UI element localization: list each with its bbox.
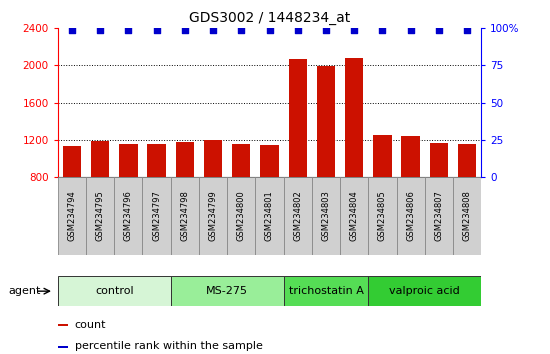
Text: agent: agent xyxy=(8,286,41,296)
Bar xyxy=(289,59,307,177)
Text: GSM234807: GSM234807 xyxy=(434,190,443,241)
Bar xyxy=(91,141,109,177)
Bar xyxy=(58,346,68,348)
FancyBboxPatch shape xyxy=(312,177,340,255)
Point xyxy=(96,27,104,33)
FancyBboxPatch shape xyxy=(284,276,368,306)
Text: GSM234798: GSM234798 xyxy=(180,190,189,241)
Bar xyxy=(204,140,222,177)
FancyBboxPatch shape xyxy=(255,177,284,255)
Text: GSM234802: GSM234802 xyxy=(293,190,303,241)
Text: GSM234801: GSM234801 xyxy=(265,190,274,241)
Point xyxy=(180,27,189,33)
FancyBboxPatch shape xyxy=(368,276,481,306)
Text: GSM234797: GSM234797 xyxy=(152,190,161,241)
Bar xyxy=(232,144,250,177)
Bar xyxy=(119,144,138,177)
Text: GSM234804: GSM234804 xyxy=(350,190,359,241)
Bar xyxy=(63,146,81,177)
FancyBboxPatch shape xyxy=(170,276,284,306)
Point xyxy=(152,27,161,33)
Text: control: control xyxy=(95,286,134,296)
Text: valproic acid: valproic acid xyxy=(389,286,460,296)
FancyBboxPatch shape xyxy=(397,177,425,255)
Text: GSM234800: GSM234800 xyxy=(236,190,246,241)
FancyBboxPatch shape xyxy=(58,276,170,306)
Point xyxy=(293,27,302,33)
FancyBboxPatch shape xyxy=(170,177,199,255)
FancyBboxPatch shape xyxy=(227,177,255,255)
Text: GSM234794: GSM234794 xyxy=(67,190,76,241)
FancyBboxPatch shape xyxy=(453,177,481,255)
Point xyxy=(350,27,359,33)
Point xyxy=(434,27,443,33)
Bar xyxy=(402,136,420,177)
Point xyxy=(322,27,331,33)
Text: trichostatin A: trichostatin A xyxy=(289,286,364,296)
Text: GSM234806: GSM234806 xyxy=(406,190,415,241)
Text: MS-275: MS-275 xyxy=(206,286,248,296)
Text: GSM234795: GSM234795 xyxy=(96,190,104,241)
Text: GSM234803: GSM234803 xyxy=(321,190,331,241)
Text: percentile rank within the sample: percentile rank within the sample xyxy=(75,341,262,351)
Point xyxy=(68,27,76,33)
FancyBboxPatch shape xyxy=(425,177,453,255)
Point xyxy=(208,27,217,33)
Text: GSM234799: GSM234799 xyxy=(208,190,218,241)
Point xyxy=(406,27,415,33)
Bar xyxy=(147,144,166,177)
Bar xyxy=(260,145,279,177)
Point xyxy=(378,27,387,33)
FancyBboxPatch shape xyxy=(340,177,368,255)
Text: GSM234808: GSM234808 xyxy=(463,190,472,241)
FancyBboxPatch shape xyxy=(142,177,170,255)
FancyBboxPatch shape xyxy=(86,177,114,255)
FancyBboxPatch shape xyxy=(284,177,312,255)
Point xyxy=(237,27,246,33)
Bar xyxy=(430,143,448,177)
Bar xyxy=(373,135,392,177)
Point xyxy=(463,27,471,33)
Bar xyxy=(58,324,68,326)
FancyBboxPatch shape xyxy=(199,177,227,255)
Point xyxy=(124,27,133,33)
Text: GDS3002 / 1448234_at: GDS3002 / 1448234_at xyxy=(189,11,350,25)
Bar xyxy=(317,67,335,177)
Bar xyxy=(345,58,364,177)
Text: GSM234805: GSM234805 xyxy=(378,190,387,241)
FancyBboxPatch shape xyxy=(114,177,142,255)
FancyBboxPatch shape xyxy=(368,177,397,255)
Bar xyxy=(175,142,194,177)
Bar xyxy=(458,144,476,177)
Text: GSM234796: GSM234796 xyxy=(124,190,133,241)
FancyBboxPatch shape xyxy=(58,177,86,255)
Point xyxy=(265,27,274,33)
Text: count: count xyxy=(75,320,106,330)
